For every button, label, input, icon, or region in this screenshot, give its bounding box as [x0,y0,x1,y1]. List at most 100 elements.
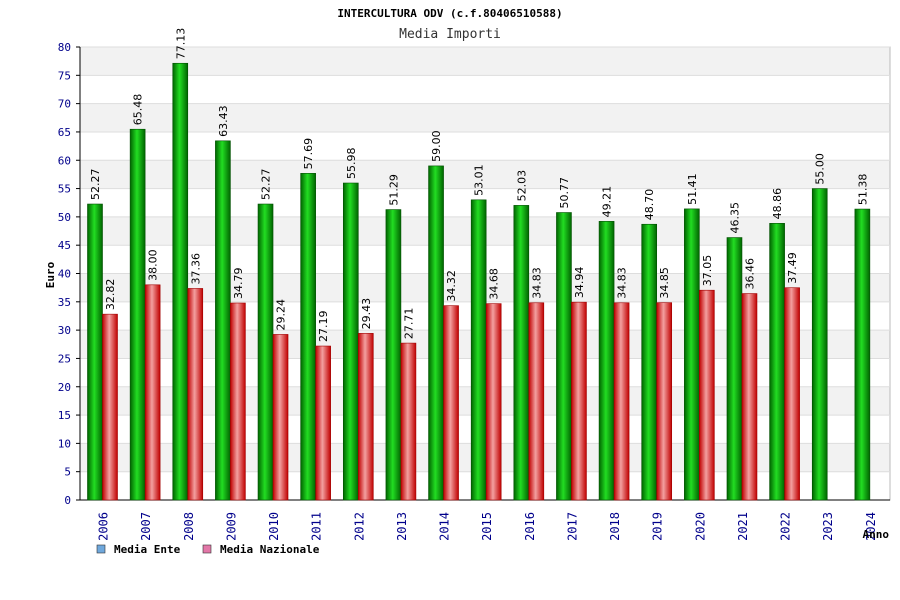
bar-media-nazionale-2017 [571,301,587,501]
x-tick-label-2011: 2011 [310,512,324,541]
bar-media-nazionale-2015 [485,303,502,501]
x-tick-label-2018: 2018 [608,512,622,541]
y-tick-label: 65 [58,126,71,139]
data-label-media-ente-2023: 55.00 [814,153,827,185]
bar-media-nazionale-2014 [443,305,459,501]
x-axis-label: Anno [863,528,890,541]
y-tick-label: 45 [58,239,71,252]
data-label-media-nazionale-2019: 34.85 [658,267,671,299]
x-tick-label-2019: 2019 [651,512,665,541]
bar-media-ente-2017 [556,212,572,501]
x-tick-label-2017: 2017 [565,512,579,541]
bar-media-ente-2020 [684,208,700,501]
bar-media-ente-2010 [257,203,274,501]
bar-media-ente-2013 [385,209,402,501]
y-tick-label: 40 [58,268,71,281]
data-label-media-ente-2015: 53.01 [473,164,486,196]
data-label-media-nazionale-2020: 37.05 [701,255,714,287]
data-label-media-ente-2019: 48.70 [643,189,656,221]
x-tick-label-2022: 2022 [779,512,793,541]
bar-media-ente-2021 [726,237,743,501]
data-label-media-nazionale-2015: 34.68 [488,268,501,300]
x-tick-label-2008: 2008 [182,512,196,541]
data-label-media-ente-2014: 59.00 [430,130,443,162]
legend-swatch-media-nazionale [202,544,212,554]
legend-swatch-media-ente [96,544,106,554]
y-tick-label: 5 [64,466,71,479]
grid-band [80,47,890,76]
x-tick-label-2023: 2023 [821,512,835,541]
data-label-media-ente-2008: 77.13 [174,28,187,60]
y-tick-label: 0 [64,494,71,507]
data-label-media-nazionale-2018: 34.83 [616,267,629,299]
data-label-media-ente-2022: 48.86 [771,188,784,220]
bar-media-nazionale-2010 [272,334,289,501]
y-tick-label: 60 [58,154,71,167]
data-label-media-nazionale-2022: 37.49 [786,252,799,284]
x-tick-label-2009: 2009 [224,512,238,541]
data-label-media-ente-2018: 49.21 [601,186,614,218]
bar-media-nazionale-2008 [187,288,204,501]
bar-media-nazionale-2011 [315,345,331,501]
data-label-media-nazionale-2008: 37.36 [189,253,202,285]
x-tick-label-2021: 2021 [736,512,750,541]
data-label-media-ente-2016: 52.03 [515,170,528,202]
bar-media-ente-2012 [342,182,359,501]
x-tick-label-2006: 2006 [97,512,111,541]
bar-media-nazionale-2006 [102,313,118,501]
legend-label-media-ente: Media Ente [114,543,181,556]
bar-media-ente-2023 [811,188,828,501]
data-label-media-nazionale-2017: 34.94 [573,267,586,299]
data-label-media-nazionale-2007: 38.00 [147,249,160,281]
bars [87,62,871,501]
bar-media-nazionale-2016 [528,302,545,501]
data-label-media-ente-2012: 55.98 [345,148,358,180]
x-tick-label-2015: 2015 [480,512,494,541]
bar-media-nazionale-2013 [400,342,417,501]
x-tick-label-2016: 2016 [523,512,537,541]
bar-media-nazionale-2018 [613,302,630,501]
data-label-media-ente-2020: 51.41 [686,173,699,205]
grid-band [80,103,890,132]
data-label-media-ente-2024: 51.38 [856,174,869,206]
y-tick-label: 70 [58,98,71,111]
bar-media-ente-2008 [172,62,189,501]
data-label-media-ente-2013: 51.29 [387,174,400,206]
y-tick-label: 35 [58,296,71,309]
data-labels: 52.27 65.48 77.13 63.43 52.27 57.69 55.98 51.29… [89,28,869,342]
legend-label-media-nazionale: Media Nazionale [220,543,320,556]
data-label-media-nazionale-2006: 32.82 [104,279,117,311]
data-label-media-ente-2006: 52.27 [89,169,102,201]
bar-media-ente-2015 [470,199,487,501]
data-label-media-nazionale-2009: 34.79 [232,268,245,299]
data-label-media-ente-2009: 63.43 [217,105,230,136]
data-label-media-ente-2021: 46.35 [728,202,741,234]
y-axis: 0 5 10 15 20 25 30 35 40 45 50 55 60 65 70 75 80 [58,41,80,507]
y-axis-label: Euro [44,261,57,288]
bar-media-ente-2019 [641,223,658,501]
y-tick-label: 55 [58,183,71,196]
bar-media-ente-2018 [598,221,615,501]
bar-media-ente-2006 [87,203,103,501]
y-tick-label: 75 [58,69,71,82]
bar-media-ente-2024 [854,208,871,501]
bar-media-ente-2007 [129,128,146,501]
data-label-media-ente-2007: 65.48 [132,94,145,126]
data-label-media-nazionale-2014: 34.32 [445,270,458,302]
data-label-media-nazionale-2012: 29.43 [360,298,373,330]
x-axis: 2006 2007 2008 2009 2010 2011 2012 2013 2014 2015… [97,512,878,541]
chart-title: INTERCULTURA ODV (c.f.80406510588) [337,7,562,20]
x-tick-label-2007: 2007 [139,512,153,541]
data-label-media-nazionale-2011: 27.19 [317,311,330,343]
bar-media-ente-2014 [428,165,444,501]
chart-subtitle: Media Importi [399,27,501,42]
y-tick-label: 15 [58,409,71,422]
y-tick-label: 80 [58,41,71,54]
bar-media-nazionale-2012 [357,333,374,501]
y-tick-label: 50 [58,211,71,224]
bar-media-nazionale-2007 [144,284,161,501]
x-tick-label-2010: 2010 [267,512,281,541]
x-tick-label-2020: 2020 [693,512,707,541]
legend: Media Ente Media Nazionale [96,543,320,556]
